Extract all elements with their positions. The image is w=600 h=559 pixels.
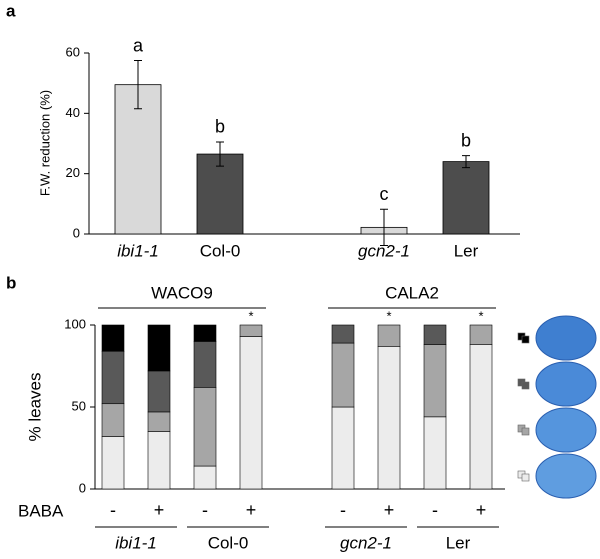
- bar-segment: [377, 346, 401, 490]
- bar-segment: [331, 342, 355, 408]
- legend-swatch: [521, 335, 530, 344]
- error-bar: [380, 208, 388, 246]
- bar: [442, 161, 490, 235]
- x-tick-label: -: [432, 500, 438, 520]
- bar-segment: [423, 324, 447, 345]
- genotype-label: ibi1-1: [115, 533, 157, 552]
- x-tick-label: Ler: [454, 241, 479, 260]
- x-tick-label: ibi1-1: [117, 241, 159, 260]
- panel-label: a: [6, 1, 16, 20]
- x-tick-label: +: [476, 500, 487, 520]
- genotype-label: Col-0: [208, 533, 249, 552]
- y-tick-label: 100: [64, 316, 86, 331]
- leaf-images: [535, 315, 597, 499]
- bar-segment: [239, 336, 263, 490]
- legend-swatch: [521, 427, 530, 436]
- bar-segment: [193, 387, 217, 467]
- bar-segment: [101, 403, 125, 437]
- group-title: CALA2: [385, 283, 439, 302]
- annotation: b: [461, 130, 471, 150]
- annotation: *: [478, 308, 483, 323]
- leaf-image: [535, 407, 597, 453]
- bar-segment: [101, 436, 125, 490]
- y-tick-label: 60: [66, 44, 80, 59]
- bar-segment: [377, 324, 401, 347]
- bar-segment: [147, 431, 171, 490]
- annotation: *: [386, 308, 391, 323]
- panel-label: b: [6, 273, 16, 292]
- bar-segment: [331, 406, 355, 490]
- bar: [114, 84, 162, 235]
- bar-segment: [147, 370, 171, 413]
- y-tick-label: 50: [72, 398, 86, 413]
- x-tick-label: Col-0: [200, 241, 241, 260]
- bar-segment: [147, 411, 171, 432]
- bar-segment: [423, 344, 447, 418]
- error-bar: [216, 141, 224, 167]
- bar-segment: [101, 324, 125, 352]
- genotype-label: Ler: [446, 533, 471, 552]
- bar-segment: [469, 344, 493, 490]
- bar-segment: [239, 324, 263, 337]
- x-tick-label: -: [202, 500, 208, 520]
- y-tick-label: 0: [73, 225, 80, 240]
- annotation: c: [380, 184, 389, 204]
- x-tick-label: -: [110, 500, 116, 520]
- x-tick-label: +: [246, 500, 257, 520]
- annotation: *: [248, 308, 253, 323]
- bar-segment: [193, 324, 217, 342]
- error-bar: [462, 155, 470, 169]
- genotype-label: gcn2-1: [340, 533, 392, 552]
- leaf-image: [535, 453, 597, 499]
- x-tick-label: -: [340, 500, 346, 520]
- bar-segment: [193, 465, 217, 490]
- bar: [196, 153, 244, 235]
- x-tick-label: +: [154, 500, 165, 520]
- bar-segment: [331, 324, 355, 344]
- group-title: WACO9: [151, 283, 213, 302]
- y-tick-label: 40: [66, 105, 80, 120]
- legend-swatch: [521, 381, 530, 390]
- y-axis-title: F.W. reduction (%): [37, 90, 52, 196]
- error-bar: [134, 60, 142, 110]
- bar-segment: [147, 324, 171, 372]
- y-axis-title: % leaves: [25, 373, 44, 442]
- x-tick-label: gcn2-1: [358, 241, 410, 260]
- bar-segment: [101, 350, 125, 405]
- leaf-image: [535, 315, 597, 361]
- y-tick-label: 0: [79, 480, 86, 495]
- leaf-image: [535, 361, 597, 407]
- legend-swatch: [521, 473, 530, 482]
- y-tick-label: 20: [66, 165, 80, 180]
- annotation: b: [215, 117, 225, 137]
- x-tick-label: +: [384, 500, 395, 520]
- annotation: a: [133, 35, 144, 55]
- x-axis-title: BABA: [18, 501, 64, 520]
- bar-segment: [423, 416, 447, 490]
- bar-segment: [469, 324, 493, 345]
- bar-segment: [193, 341, 217, 388]
